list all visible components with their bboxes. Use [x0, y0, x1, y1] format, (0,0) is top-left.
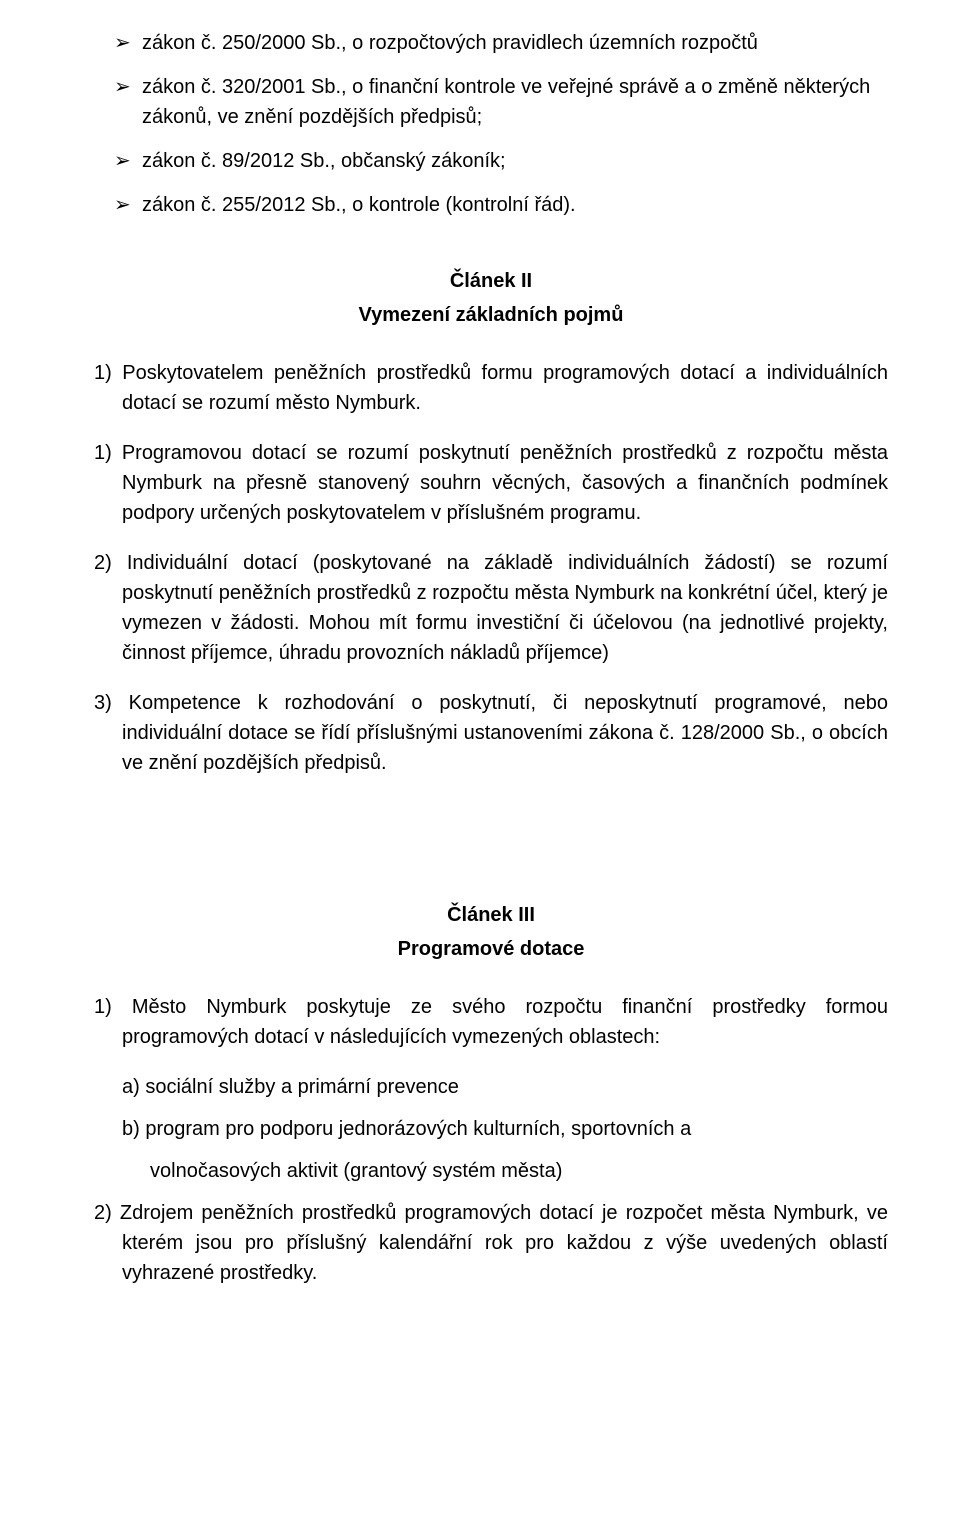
article-3-subitem-b-line1: b) program pro podporu jednorázových kul… — [94, 1114, 888, 1144]
law-text: zákon č. 320/2001 Sb., o finanční kontro… — [142, 72, 888, 132]
article-3-subitem-b-line2: volnočasových aktivit (grantový systém m… — [94, 1156, 888, 1186]
arrow-bullet-icon: ➢ — [114, 190, 142, 220]
article-2-paragraph-2: 1) Programovou dotací se rozumí poskytnu… — [94, 438, 888, 528]
article-3-paragraph-1: 1) Město Nymburk poskytuje ze svého rozp… — [94, 992, 888, 1052]
article-3-title: Článek III — [94, 900, 888, 930]
article-3-subitem-a: a) sociální služby a primární prevence — [94, 1072, 888, 1102]
law-bullet-list: ➢ zákon č. 250/2000 Sb., o rozpočtových … — [94, 28, 888, 220]
law-bullet-item: ➢ zákon č. 320/2001 Sb., o finanční kont… — [94, 72, 888, 132]
article-3-paragraph-2: 2) Zdrojem peněžních prostředků programo… — [94, 1198, 888, 1288]
section-gap — [94, 798, 888, 854]
paragraph-text: 1) Město Nymburk poskytuje ze svého rozp… — [94, 996, 888, 1048]
paragraph-text: 3) Kompetence k rozhodování o poskytnutí… — [94, 692, 888, 774]
law-text: zákon č. 89/2012 Sb., občanský zákoník; — [142, 146, 888, 176]
article-3-subtitle: Programové dotace — [94, 934, 888, 964]
paragraph-text: 1) Programovou dotací se rozumí poskytnu… — [94, 442, 888, 524]
law-bullet-item: ➢ zákon č. 89/2012 Sb., občanský zákoník… — [94, 146, 888, 176]
law-text: zákon č. 255/2012 Sb., o kontrole (kontr… — [142, 190, 888, 220]
article-2-title: Článek II — [94, 266, 888, 296]
law-bullet-item: ➢ zákon č. 250/2000 Sb., o rozpočtových … — [94, 28, 888, 58]
paragraph-text: 2) Zdrojem peněžních prostředků programo… — [94, 1202, 888, 1284]
article-2-subtitle: Vymezení základních pojmů — [94, 300, 888, 330]
article-2-paragraph-4: 3) Kompetence k rozhodování o poskytnutí… — [94, 688, 888, 778]
arrow-bullet-icon: ➢ — [114, 28, 142, 58]
article-2-paragraph-3: 2) Individuální dotací (poskytované na z… — [94, 548, 888, 668]
law-text: zákon č. 250/2000 Sb., o rozpočtových pr… — [142, 28, 888, 58]
law-bullet-item: ➢ zákon č. 255/2012 Sb., o kontrole (kon… — [94, 190, 888, 220]
arrow-bullet-icon: ➢ — [114, 146, 142, 176]
paragraph-text: 1) Poskytovatelem peněžních prostředků f… — [94, 362, 888, 414]
paragraph-text: 2) Individuální dotací (poskytované na z… — [94, 552, 888, 664]
article-2-paragraph-1: 1) Poskytovatelem peněžních prostředků f… — [94, 358, 888, 418]
arrow-bullet-icon: ➢ — [114, 72, 142, 102]
